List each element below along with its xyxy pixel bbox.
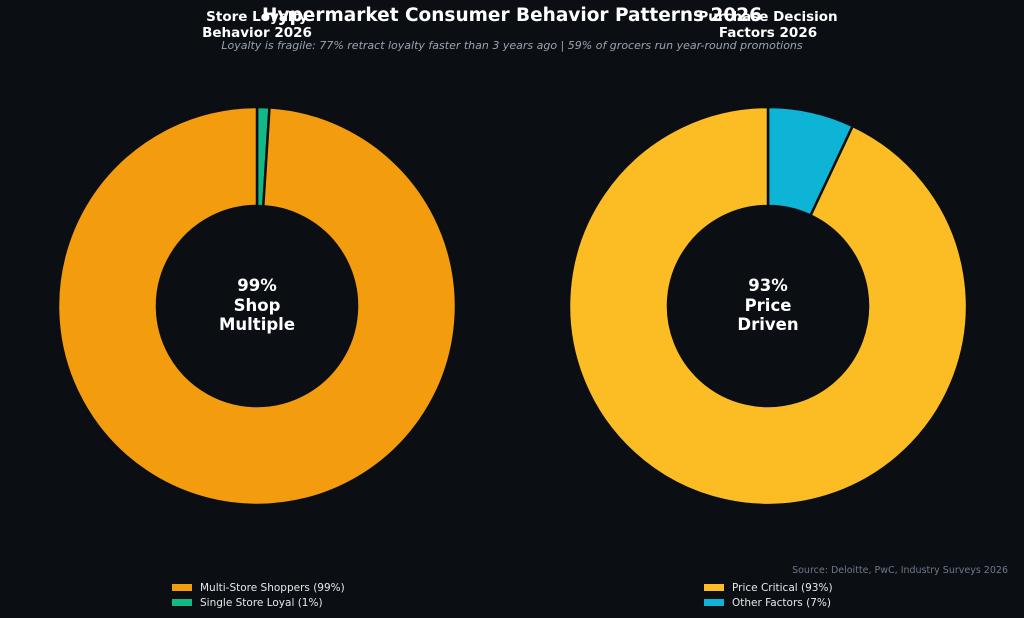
chart-title-line: Store Loyalty: [206, 9, 308, 25]
legend-item: Multi-Store Shoppers (99%): [172, 580, 345, 595]
legend-item: Price Critical (93%): [704, 580, 833, 595]
center-label-line: Price: [744, 295, 792, 315]
legend-swatch: [704, 599, 724, 606]
donut-center-label-purchase-factors: 93% Price Driven: [668, 276, 868, 335]
page-subtitle: Loyalty is fragile: 77% retract loyalty …: [221, 39, 803, 52]
legend-label: Price Critical (93%): [732, 581, 833, 594]
center-label-line: Driven: [737, 315, 799, 334]
chart-title-purchase-factors: Purchase Decision Factors 2026: [668, 9, 868, 41]
legend-swatch: [172, 584, 192, 591]
legend-swatch: [172, 599, 192, 606]
donut-slice-price-critical: [568, 105, 968, 507]
center-label-line: Shop: [233, 295, 281, 315]
page-title: Hypermarket Consumer Behavior Patterns 2…: [262, 5, 762, 26]
donut-center-label-store-loyalty: 99% Shop Multiple: [157, 276, 357, 335]
legend-purchase-factors: Price Critical (93%) Other Factors (7%): [704, 580, 833, 610]
center-label-line: Multiple: [218, 315, 296, 334]
chart-title-line: Factors 2026: [718, 25, 818, 41]
donut-slice-multi-store-shoppers: [57, 105, 457, 507]
chart-title-line: Behavior 2026: [202, 25, 312, 41]
chart-title-line: Purchase Decision: [698, 9, 838, 25]
legend-label: Multi-Store Shoppers (99%): [200, 581, 345, 594]
center-label-line: 93%: [748, 276, 788, 295]
chart-title-store-loyalty: Store Loyalty Behavior 2026: [157, 9, 357, 41]
legend-label: Single Store Loyal (1%): [200, 596, 323, 609]
legend-swatch: [704, 584, 724, 591]
donut-chart-store-loyalty: [57, 105, 457, 507]
legend-item: Single Store Loyal (1%): [172, 595, 345, 610]
legend-item: Other Factors (7%): [704, 595, 833, 610]
donut-chart-purchase-factors: [568, 105, 968, 507]
legend-store-loyalty: Multi-Store Shoppers (99%) Single Store …: [172, 580, 345, 610]
center-label-line: 99%: [237, 276, 277, 295]
legend-label: Other Factors (7%): [732, 596, 831, 609]
source-note: Source: Deloitte, PwC, Industry Surveys …: [792, 565, 1008, 576]
